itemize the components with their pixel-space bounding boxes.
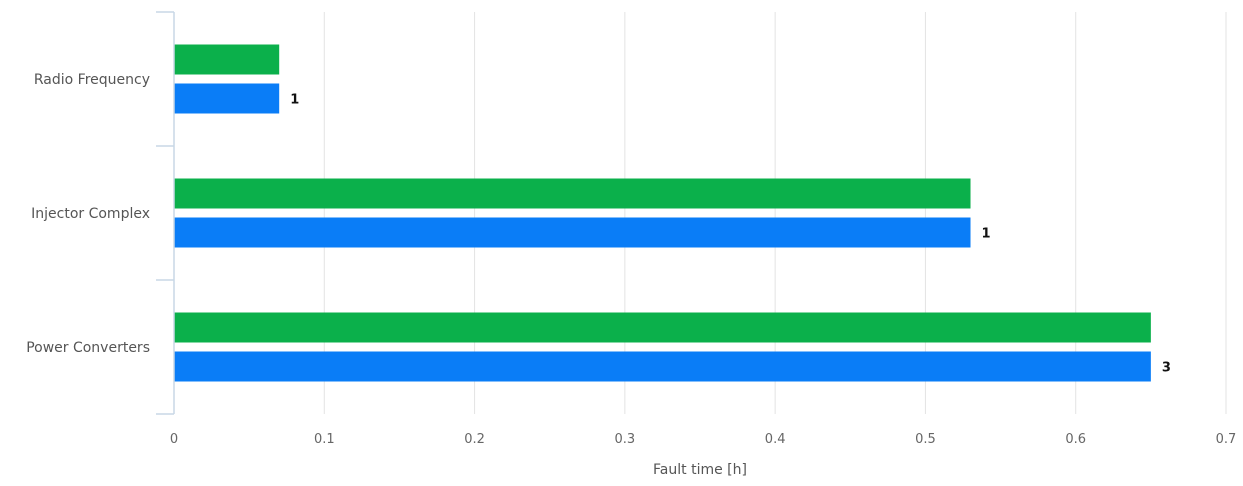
x-tick-label: 0.7: [1216, 432, 1237, 447]
x-tick-label: 0.2: [464, 432, 485, 447]
bar-data-label: 3: [1162, 361, 1171, 376]
labels: 0 0.1 0.2 0.3 0.4 0.5 0.6 0.7 1 Radio Frequency 1 I…: [26, 72, 1236, 447]
x-tick-label: 0.5: [915, 432, 936, 447]
x-tick-label: 0.6: [1065, 432, 1086, 447]
x-axis-title: Fault time [h]: [653, 462, 747, 478]
bar-green[interactable]: [174, 44, 280, 75]
category-label: Radio Frequency: [34, 72, 150, 88]
bar-data-label: 1: [982, 227, 991, 242]
x-tick-label: 0: [170, 432, 178, 447]
x-tick-label: 0.4: [765, 432, 786, 447]
bar-blue[interactable]: [174, 351, 1151, 382]
bar-blue[interactable]: [174, 83, 280, 114]
bar-green[interactable]: [174, 178, 971, 209]
category-label: Power Converters: [26, 340, 150, 356]
category-label: Injector Complex: [31, 206, 150, 222]
bars: [174, 44, 1151, 382]
x-tick-label: 0.3: [615, 432, 636, 447]
bar-blue[interactable]: [174, 217, 971, 248]
gridlines: [323, 12, 1227, 414]
bar-green[interactable]: [174, 312, 1151, 343]
x-tick-label: 0.1: [314, 432, 335, 447]
bar-data-label: 1: [290, 93, 299, 108]
axes: [156, 11, 175, 415]
